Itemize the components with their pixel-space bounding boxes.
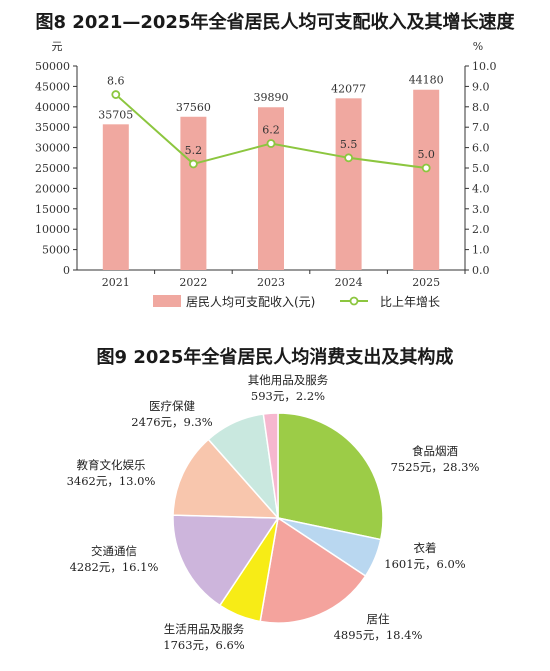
pie-slice	[277, 517, 382, 578]
y2-tick-label: 10.0	[472, 60, 497, 73]
y-tick-label: 25000	[35, 162, 70, 175]
pie-slice	[277, 412, 384, 541]
growth-point	[111, 90, 121, 99]
x-tick-label: 2022	[179, 276, 207, 289]
pie-slice-detail: 7525元，28.3%	[391, 460, 480, 474]
pie-slice-detail: 593元，2.2%	[251, 389, 325, 403]
y2-tick-label: 7.0	[472, 121, 490, 134]
growth-point-label: 5.2	[185, 144, 203, 157]
fig9-title: 图9 2025年全省居民人均消费支出及其构成	[96, 347, 454, 368]
y-tick-label: 0	[63, 264, 70, 277]
legend-income-label: 居民人均可支配收入(元)	[186, 295, 315, 309]
fig8-chart: 元 % 0 5000 10000 15000 20000 25000 30000 35000 400…	[35, 40, 497, 309]
income-bar	[413, 89, 440, 270]
y2-tick-label: 3.0	[472, 203, 490, 216]
income-bar-label: 44180	[409, 74, 444, 87]
pie-slice-detail: 1601元，6.0%	[384, 557, 466, 571]
growth-point	[344, 153, 354, 163]
pie-slice-name: 交通通信	[91, 544, 137, 558]
x-tick-label: 2024	[335, 276, 363, 289]
income-bar-label: 35705	[98, 108, 133, 121]
y2-tick-label: 9.0	[472, 80, 490, 93]
income-bar	[180, 116, 207, 270]
growth-point-label: 8.6	[107, 75, 125, 88]
income-bar	[335, 98, 362, 271]
income-bar	[102, 124, 129, 270]
y2-tick-label: 8.0	[472, 101, 490, 114]
pie-slice	[207, 413, 280, 521]
x-tick-label: 2021	[102, 276, 130, 289]
y-tick-label: 35000	[35, 121, 70, 134]
growth-point-label: 6.2	[262, 124, 280, 137]
y2-axis-unit-label: %	[473, 40, 483, 53]
growth-point	[188, 159, 198, 169]
income-bar-label: 39890	[254, 91, 289, 104]
fig8-title: 图8 2021—2025年全省居民人均可支配收入及其增长速度	[35, 12, 515, 33]
pie-slice	[218, 517, 279, 623]
x-tick-label: 2025	[412, 276, 440, 289]
pie-slice-name: 其他用品及服务	[248, 373, 329, 387]
y-tick-label: 15000	[35, 203, 70, 216]
growth-point	[421, 163, 431, 173]
y-tick-label: 5000	[42, 244, 70, 257]
y-tick-label: 10000	[35, 223, 70, 236]
pie-slice	[262, 412, 279, 519]
growth-point-label: 5.0	[417, 148, 435, 161]
pie-slice-detail: 4282元，16.1%	[70, 560, 159, 574]
income-bar	[258, 107, 284, 270]
y-tick-label: 30000	[35, 142, 70, 155]
pie-slice	[172, 438, 280, 519]
pie-slice	[172, 514, 280, 607]
pie-slice-detail: 1763元，6.6%	[163, 638, 245, 652]
income-bar-label: 42077	[331, 82, 366, 95]
legend-income-swatch	[153, 295, 181, 307]
pie-slice-name: 生活用品及服务	[164, 622, 245, 636]
pie-slice-name: 衣着	[414, 541, 437, 555]
pie-slice-name: 教育文化娱乐	[77, 458, 146, 472]
legend-growth-label: 比上年增长	[380, 295, 440, 309]
pie-slice-detail: 3462元，13.0%	[67, 474, 156, 488]
y2-tick-label: 5.0	[472, 162, 490, 175]
pie-slice-name: 食品烟酒	[412, 444, 458, 458]
x-tick-label: 2023	[257, 276, 285, 289]
legend-growth-marker	[349, 296, 359, 306]
pie-slice-name: 居住	[367, 612, 390, 626]
pie-slice-detail: 2476元，9.3%	[131, 415, 213, 429]
growth-point	[266, 139, 276, 148]
y-tick-label: 50000	[35, 60, 70, 73]
y-tick-label: 40000	[35, 101, 70, 114]
y2-tick-label: 4.0	[472, 182, 490, 195]
pie-slice	[259, 516, 367, 624]
y-axis-unit-label: 元	[52, 40, 63, 53]
y2-tick-label: 0.0	[472, 264, 490, 277]
pie-slice-name: 医疗保健	[149, 399, 195, 413]
y2-tick-label: 1.0	[472, 244, 490, 257]
y2-tick-label: 6.0	[472, 142, 490, 155]
y-tick-label: 20000	[35, 182, 70, 195]
income-bar-label: 37560	[176, 101, 211, 114]
y2-tick-label: 2.0	[472, 223, 490, 236]
y-tick-label: 45000	[35, 80, 70, 93]
growth-point-label: 5.5	[340, 138, 358, 151]
pie-slice-detail: 4895元，18.4%	[334, 628, 423, 642]
